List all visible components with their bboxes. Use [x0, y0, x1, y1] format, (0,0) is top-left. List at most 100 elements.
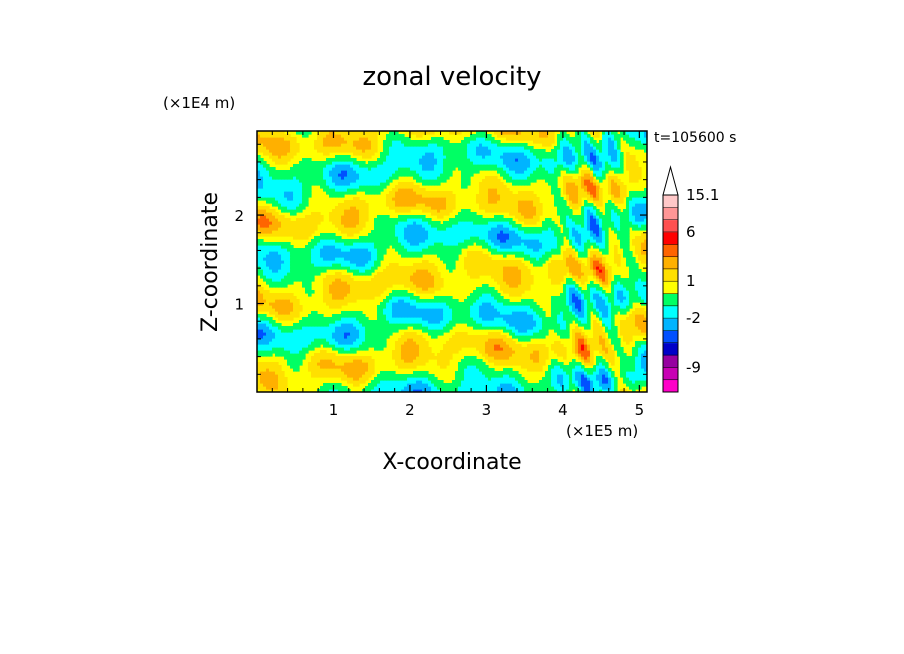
field-cell	[488, 377, 492, 381]
field-cell	[347, 251, 351, 255]
field-cell	[401, 374, 405, 378]
field-cell	[419, 284, 423, 288]
field-cell	[335, 275, 339, 279]
field-cell	[422, 377, 426, 381]
field-cell	[518, 362, 522, 366]
field-cell	[584, 320, 588, 324]
field-cell	[488, 368, 492, 372]
field-cell	[626, 332, 630, 336]
field-cell	[530, 356, 534, 360]
field-cell	[644, 332, 647, 336]
field-cell	[551, 296, 555, 300]
field-cell	[398, 293, 402, 297]
field-cell	[605, 353, 609, 357]
field-cell	[626, 248, 630, 252]
field-cell	[335, 257, 339, 261]
field-cell	[425, 350, 429, 354]
field-cell	[560, 317, 564, 321]
field-cell	[491, 359, 495, 363]
field-cell	[428, 308, 432, 312]
field-cell	[314, 266, 318, 270]
field-cell	[521, 332, 525, 336]
field-cell	[524, 245, 528, 249]
field-cell	[605, 341, 609, 345]
field-cell	[485, 299, 489, 303]
field-cell	[596, 365, 600, 369]
field-cell	[353, 383, 357, 387]
field-cell	[596, 278, 600, 282]
field-cell	[305, 248, 309, 252]
field-cell	[278, 251, 282, 255]
field-cell	[440, 281, 444, 285]
field-cell	[623, 299, 627, 303]
field-cell	[290, 341, 294, 345]
field-cell	[488, 356, 492, 360]
field-cell	[374, 278, 378, 282]
field-cell	[575, 383, 579, 387]
field-cell	[605, 317, 609, 321]
field-cell	[404, 251, 408, 255]
field-cell	[572, 311, 576, 315]
field-cell	[560, 314, 564, 318]
field-cell	[482, 347, 486, 351]
field-cell	[266, 248, 270, 252]
field-cell	[491, 242, 495, 246]
field-cell	[437, 299, 441, 303]
field-cell	[344, 254, 348, 258]
field-cell	[425, 284, 429, 288]
field-cell	[347, 239, 351, 243]
field-cell	[455, 242, 459, 246]
field-cell	[377, 251, 381, 255]
field-cell	[368, 326, 372, 330]
field-cell	[503, 242, 507, 246]
field-cell	[485, 377, 489, 381]
field-cell	[353, 377, 357, 381]
field-cell	[269, 320, 273, 324]
field-cell	[593, 296, 597, 300]
field-cell	[563, 287, 567, 291]
field-cell	[413, 359, 417, 363]
field-cell	[428, 284, 432, 288]
field-cell	[551, 275, 555, 279]
field-cell	[260, 287, 264, 291]
field-cell	[599, 332, 603, 336]
field-cell	[617, 287, 621, 291]
field-cell	[596, 311, 600, 315]
field-cell	[539, 344, 543, 348]
field-cell	[278, 335, 282, 339]
field-cell	[260, 260, 264, 264]
field-cell	[476, 389, 480, 392]
field-cell	[404, 272, 408, 276]
field-cell	[422, 251, 426, 255]
field-cell	[491, 302, 495, 306]
field-cell	[524, 302, 528, 306]
field-cell	[386, 326, 390, 330]
field-cell	[416, 314, 420, 318]
field-cell	[374, 254, 378, 258]
field-cell	[374, 389, 378, 392]
field-cell	[491, 350, 495, 354]
field-cell	[302, 326, 306, 330]
field-cell	[341, 365, 345, 369]
field-cell	[269, 257, 273, 261]
field-cell	[275, 278, 279, 282]
field-cell	[593, 341, 597, 345]
field-cell	[635, 242, 639, 246]
field-cell	[560, 377, 564, 381]
field-cell	[437, 296, 441, 300]
field-cell	[506, 356, 510, 360]
field-cell	[557, 314, 561, 318]
field-cell	[362, 287, 366, 291]
field-cell	[368, 269, 372, 273]
field-cell	[578, 353, 582, 357]
field-cell	[404, 302, 408, 306]
field-cell	[314, 371, 318, 375]
field-cell	[632, 320, 636, 324]
field-cell	[359, 329, 363, 333]
field-cell	[602, 362, 606, 366]
field-cell	[398, 299, 402, 303]
field-cell	[269, 296, 273, 300]
field-cell	[323, 338, 327, 342]
field-cell	[398, 302, 402, 306]
field-cell	[317, 329, 321, 333]
